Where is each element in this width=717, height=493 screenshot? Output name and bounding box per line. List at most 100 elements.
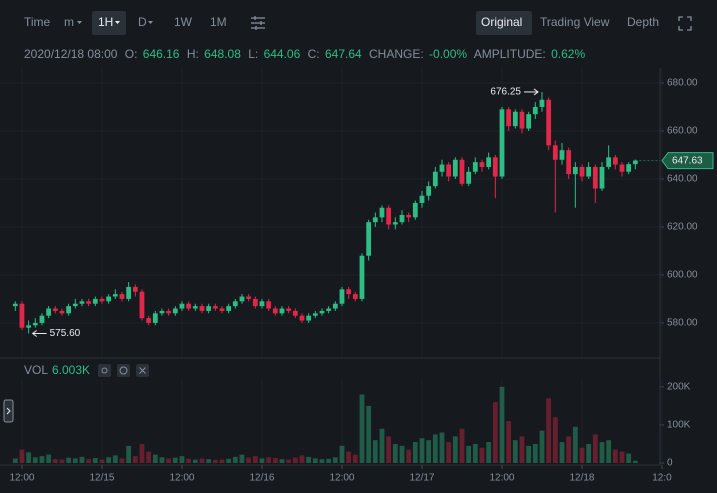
candle-body (586, 166, 592, 177)
volume-bar (339, 445, 345, 463)
candle-body (366, 222, 372, 256)
volume-bar (86, 459, 92, 463)
eye-icon (101, 367, 108, 374)
candle-body (159, 310, 165, 314)
label: AMPLITUDE: (474, 47, 546, 61)
selected-interval[interactable] (92, 11, 126, 35)
candle-body (206, 306, 212, 311)
plot: 580.00 600.00 620.00 640.00 660.00 680.00 0 100… (0, 68, 714, 484)
view-tab[interactable]: Trading View (540, 15, 610, 29)
candle-body (139, 291, 145, 319)
candle-body (412, 202, 418, 218)
volume-bar (579, 447, 585, 463)
volume-bar (272, 458, 278, 463)
candle-body (72, 303, 78, 307)
volume-bar (146, 451, 152, 463)
volume-bar (446, 442, 452, 463)
volume-bar (139, 443, 145, 463)
volume-bar (299, 455, 305, 463)
candle-body (566, 150, 572, 175)
volume-bar (359, 394, 365, 463)
view-tab[interactable]: Depth (627, 15, 659, 29)
x-tick-label: 12:00 (9, 473, 34, 484)
volume-bar (166, 458, 172, 463)
toolbar-item[interactable]: m (64, 15, 74, 29)
x-tick-label: 12:0 (652, 473, 672, 484)
volume-bar (572, 426, 578, 463)
candle-body (432, 171, 438, 187)
candle-body (492, 157, 498, 177)
toolbar-item[interactable]: Time (24, 15, 51, 29)
volume-bar (479, 447, 485, 463)
volume-bar (586, 443, 592, 463)
volume-bar (92, 458, 98, 463)
y-tick-label: 580.00 (667, 318, 698, 329)
volume-bar (499, 386, 505, 463)
candle-body (479, 162, 485, 167)
volume-bar (412, 442, 418, 463)
volume-tick-label: 200K (667, 381, 691, 392)
volume-bar (259, 458, 265, 463)
volume-bar (432, 434, 438, 463)
label: O: (125, 47, 138, 61)
y-tick-label: 600.00 (667, 270, 698, 281)
volume-bar (239, 454, 245, 463)
candle-body (146, 318, 152, 323)
view-tab[interactable]: Original (481, 15, 522, 29)
candle-body (379, 207, 385, 218)
label: C: (308, 47, 320, 61)
candle-body (619, 164, 625, 172)
candle-body (512, 111, 518, 127)
candle-body (439, 164, 445, 172)
volume-bar (379, 428, 385, 463)
volume-bar (79, 456, 85, 463)
candle-body (239, 296, 245, 302)
toolbar-item[interactable]: D (138, 15, 147, 29)
volume-bar (452, 436, 458, 463)
toolbar-item[interactable]: 1W (174, 15, 193, 29)
volume-bar (279, 459, 285, 463)
selected-view[interactable] (476, 11, 532, 35)
expand-tab[interactable] (3, 399, 14, 423)
volume-bar (266, 457, 272, 463)
dropdown-caret (77, 21, 82, 24)
volume-bar (232, 456, 238, 463)
x-tick-label: 12/16 (249, 473, 274, 484)
volume-tick-label: 0 (667, 458, 673, 469)
candle-body (252, 298, 258, 307)
candle-body (299, 315, 305, 321)
toolbar-item[interactable]: 1M (210, 15, 227, 29)
candle-body (166, 310, 172, 314)
volume-bar (32, 457, 38, 463)
volume-bar (486, 442, 492, 463)
settings-icon[interactable] (251, 16, 265, 30)
fullscreen-icon[interactable] (678, 16, 692, 31)
candle-body (626, 164, 632, 172)
volume-bar (126, 445, 132, 463)
candle-body (52, 308, 58, 311)
gear-icon (119, 366, 128, 375)
volume-bar (306, 456, 312, 463)
x-tick-label: 12/17 (409, 473, 434, 484)
volume-bar (46, 454, 52, 463)
candle-body (192, 306, 198, 309)
volume-bar (592, 434, 598, 463)
volume-value: 6.003K (52, 363, 90, 377)
candle-body (519, 111, 525, 129)
candle-body (112, 294, 118, 297)
x-tick-label: 12:00 (489, 473, 514, 484)
label: CHANGE: (369, 47, 424, 61)
label: H: (187, 47, 199, 61)
max-arrow-head (533, 88, 539, 96)
candle-body (132, 286, 138, 292)
candle-body (592, 166, 598, 189)
settings-button[interactable] (117, 364, 130, 377)
y-tick-label: 660.00 (667, 126, 698, 137)
volume-bar (426, 440, 432, 463)
value: -0.00% (429, 47, 467, 61)
candle-body (232, 301, 238, 307)
volume-bar (326, 458, 332, 463)
volume-bar (226, 458, 232, 463)
eye-button[interactable] (98, 364, 111, 377)
toolbar-item[interactable]: 1H (98, 15, 113, 29)
